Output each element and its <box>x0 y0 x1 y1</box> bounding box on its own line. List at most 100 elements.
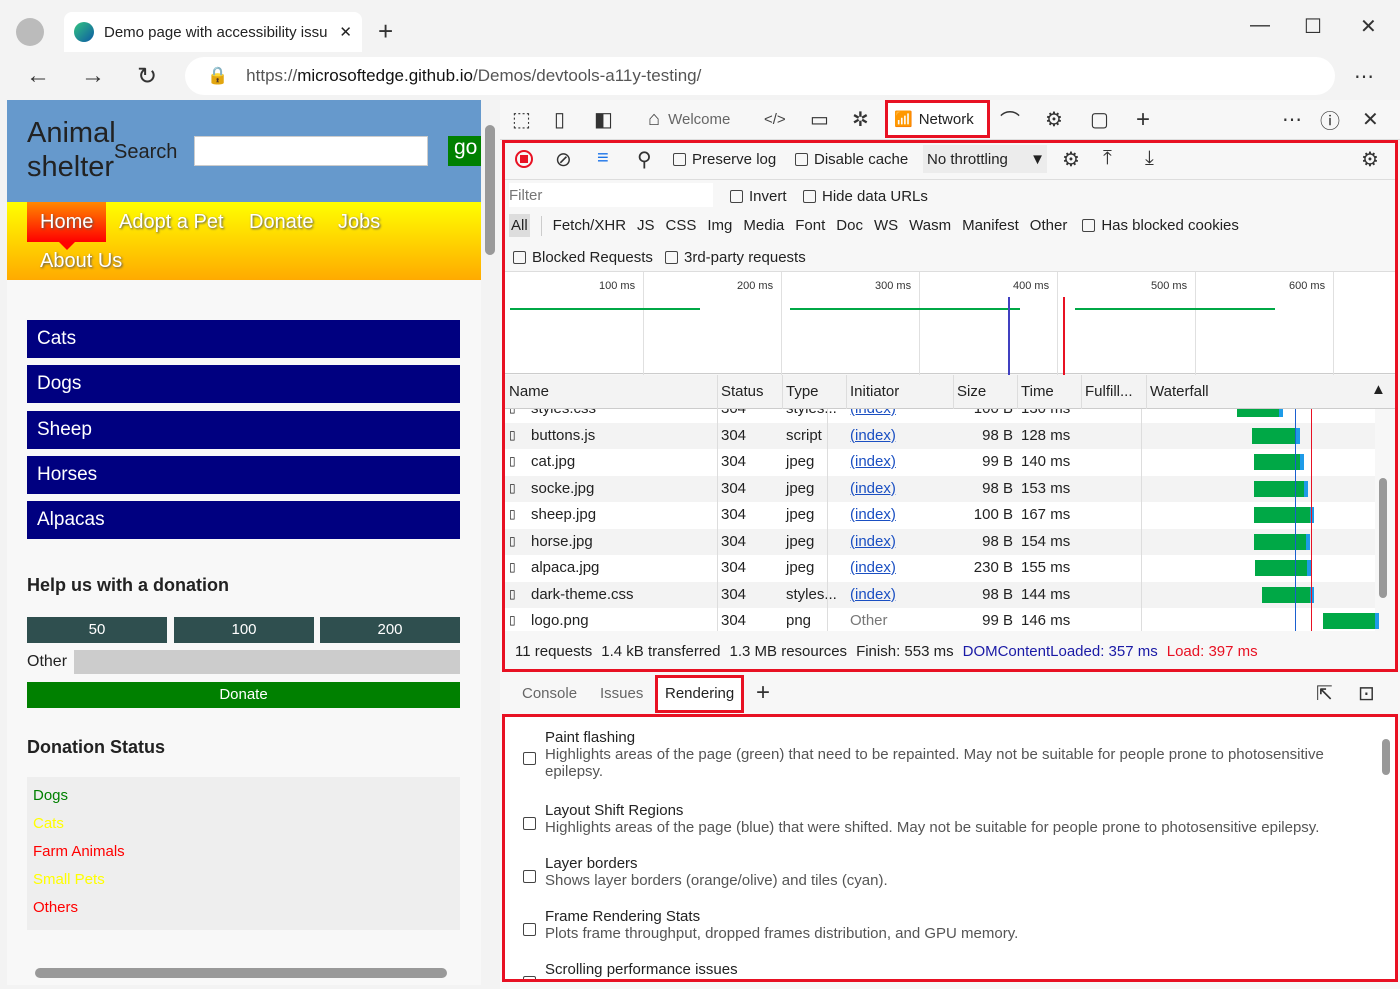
address-bar[interactable]: 🔒 https://microsoftedge.github.io/Demos/… <box>185 57 1335 95</box>
drawer-tab-rendering[interactable]: Rendering <box>655 675 745 713</box>
forward-icon[interactable]: → <box>81 62 105 89</box>
table-row[interactable]: ▯ horse.jpg 304 jpeg (index) 98 B 154 ms <box>505 528 1375 555</box>
network-conditions-icon[interactable]: ⚙ <box>1062 149 1080 171</box>
column-header[interactable]: Waterfall <box>1150 383 1209 400</box>
hide-data-urls-checkbox[interactable]: Hide data URLs <box>803 188 928 205</box>
has-blocked-cookies-checkbox[interactable]: Has blocked cookies <box>1082 217 1239 234</box>
move-drawer-icon[interactable]: ⇱ <box>1316 683 1333 705</box>
add-tool-icon[interactable]: + <box>1136 105 1151 133</box>
category-dogs[interactable]: Dogs <box>27 365 460 403</box>
rendering-checkbox[interactable] <box>523 976 536 979</box>
clear-icon[interactable]: ⊘ <box>555 149 572 171</box>
device-emulation-icon[interactable]: ▯ <box>554 109 566 131</box>
table-row[interactable]: ▯ sheep.jpg 304 jpeg (index) 100 B 167 m… <box>505 502 1375 529</box>
nav-about[interactable]: About Us <box>40 250 123 272</box>
help-icon[interactable]: ⓘ <box>1320 111 1340 133</box>
preserve-log-checkbox[interactable]: Preserve log <box>673 151 776 168</box>
column-header[interactable]: Time <box>1021 383 1054 400</box>
close-tab-icon[interactable]: ✕ <box>339 24 352 41</box>
overview-timeline[interactable]: 100 ms 200 ms 300 ms 400 ms 500 ms 600 ms <box>505 271 1395 375</box>
nav-jobs[interactable]: Jobs <box>338 211 381 233</box>
back-icon[interactable]: ← <box>26 62 50 89</box>
category-horses[interactable]: Horses <box>27 456 460 494</box>
go-button[interactable]: go <box>448 136 481 166</box>
nav-adopt[interactable]: Adopt a Pet <box>119 211 224 233</box>
memory-icon[interactable]: ⚙ <box>1045 109 1063 131</box>
filter-input[interactable] <box>509 183 713 207</box>
tab-network[interactable]: 📶 Network <box>885 100 990 138</box>
blocked-requests-checkbox[interactable]: Blocked Requests <box>513 249 653 266</box>
amount-50-button[interactable]: 50 <box>27 617 167 643</box>
horizontal-scrollbar[interactable] <box>35 968 447 978</box>
nav-home[interactable]: Home <box>40 211 94 233</box>
close-drawer-icon[interactable]: ⊡ <box>1358 683 1375 705</box>
throttling-select[interactable]: No throttling ▼ <box>923 145 1047 173</box>
table-row[interactable]: ▯ styles.css 304 styles... (index) 100 B… <box>505 409 1375 423</box>
donate-button[interactable]: Donate <box>27 682 460 708</box>
tab-welcome[interactable]: ⌂ Welcome <box>648 108 730 131</box>
refresh-icon[interactable]: ↻ <box>137 63 158 90</box>
rendering-checkbox[interactable] <box>523 870 536 883</box>
third-party-checkbox[interactable]: 3rd-party requests <box>665 249 806 266</box>
request-initiator[interactable]: (index) <box>850 559 896 576</box>
console-icon[interactable]: ▭ <box>810 109 829 131</box>
more-tools-icon[interactable]: ⋯ <box>1282 109 1302 131</box>
category-sheep[interactable]: Sheep <box>27 411 460 449</box>
application-icon[interactable]: ▢ <box>1090 109 1109 131</box>
dock-icon[interactable]: ◧ <box>594 109 613 131</box>
request-initiator[interactable]: (index) <box>850 532 896 550</box>
maximize-icon[interactable]: ☐ <box>1304 16 1322 38</box>
other-amount-input[interactable] <box>74 650 460 674</box>
column-header[interactable]: Status <box>721 383 764 400</box>
type-wasm[interactable]: Wasm <box>909 217 952 234</box>
nav-donate[interactable]: Donate <box>249 211 314 233</box>
table-row[interactable]: ▯ logo.png 304 png Other 99 B 146 ms <box>505 608 1379 631</box>
type-manifest[interactable]: Manifest <box>962 217 1019 234</box>
column-header[interactable]: Size <box>957 383 987 400</box>
rendering-checkbox[interactable] <box>523 923 536 936</box>
type-ws[interactable]: WS <box>873 217 899 234</box>
close-window-icon[interactable]: ✕ <box>1360 16 1377 38</box>
request-initiator[interactable]: (index) <box>850 453 896 470</box>
type-doc[interactable]: Doc <box>836 217 863 234</box>
add-drawer-tab-icon[interactable]: + <box>756 679 771 706</box>
more-icon[interactable]: ⋯ <box>1354 66 1374 88</box>
type-all[interactable]: All <box>509 214 530 237</box>
minimize-icon[interactable]: — <box>1250 14 1270 36</box>
rendering-checkbox[interactable] <box>523 817 536 830</box>
column-header[interactable]: Name <box>509 383 550 400</box>
profile-avatar[interactable] <box>16 18 44 46</box>
category-alpacas[interactable]: Alpacas <box>27 501 460 539</box>
filter-icon[interactable]: ≡ <box>597 147 609 169</box>
rendering-scrollbar[interactable] <box>1382 739 1390 775</box>
request-initiator[interactable]: (index) <box>850 426 896 444</box>
settings-icon[interactable]: ⚙ <box>1361 149 1379 171</box>
table-row[interactable]: ▯ dark-theme.css 304 styles... (index) 9… <box>505 581 1375 608</box>
column-header[interactable]: Type <box>786 383 819 400</box>
type-font[interactable]: Font <box>795 217 826 234</box>
invert-checkbox[interactable]: Invert <box>730 188 787 205</box>
type-fetch[interactable]: Fetch/XHR <box>552 217 627 234</box>
vertical-scrollbar[interactable] <box>485 125 495 255</box>
inspect-icon[interactable]: ⬚ <box>512 109 531 131</box>
performance-icon[interactable]: ⌒ <box>1000 111 1020 133</box>
disable-cache-checkbox[interactable]: Disable cache <box>795 151 908 168</box>
close-devtools-icon[interactable]: ✕ <box>1362 109 1379 131</box>
type-css[interactable]: CSS <box>665 217 697 234</box>
table-row[interactable]: ▯ buttons.js 304 script (index) 98 B 128… <box>505 422 1375 449</box>
drawer-tab-console[interactable]: Console <box>522 685 578 702</box>
browser-tab[interactable]: Demo page with accessibility issu ✕ <box>64 12 362 52</box>
request-initiator[interactable]: (index) <box>850 506 896 523</box>
request-initiator[interactable]: (index) <box>850 409 896 417</box>
request-initiator[interactable]: (index) <box>850 585 896 603</box>
import-har-icon[interactable]: ⤒ <box>1103 147 1112 169</box>
record-button[interactable] <box>515 150 533 168</box>
rendering-checkbox[interactable] <box>523 752 536 765</box>
request-initiator[interactable]: (index) <box>850 479 896 497</box>
amount-100-button[interactable]: 100 <box>174 617 314 643</box>
column-header[interactable]: Fulfill... <box>1085 383 1133 400</box>
table-row[interactable]: ▯ cat.jpg 304 jpeg (index) 99 B 140 ms <box>505 449 1375 476</box>
column-header[interactable]: Initiator <box>850 383 900 400</box>
type-media[interactable]: Media <box>743 217 785 234</box>
sources-bug-icon[interactable]: ✲ <box>852 109 869 131</box>
